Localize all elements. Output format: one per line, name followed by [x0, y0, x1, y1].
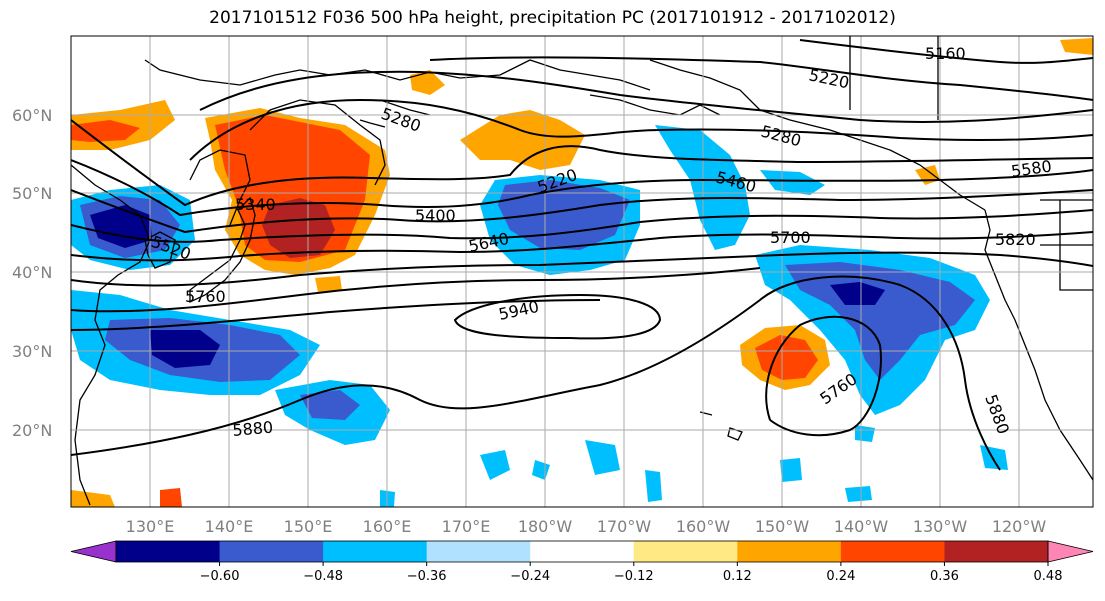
- colorbar-extend-high: [1047, 540, 1094, 563]
- lat-label: 50°N: [12, 184, 52, 203]
- colorbar-swatch: [944, 541, 1049, 562]
- contour-label: 5340: [235, 195, 276, 214]
- lat-label: 60°N: [12, 106, 52, 125]
- precip-shading: [71, 38, 1093, 507]
- height-contours: [71, 39, 1093, 471]
- colorbar-swatch: [737, 541, 842, 562]
- contour-label: 5400: [415, 206, 456, 225]
- colorbar-tick-label: −0.24: [510, 569, 550, 584]
- colorbar: −0.60 −0.48 −0.36 −0.24 −0.12 0.12 0.24 0.36 0.4…: [70, 540, 1094, 584]
- lon-label: 120°W: [992, 517, 1047, 536]
- colorbar-swatch: [633, 541, 738, 562]
- lon-label: 130°W: [913, 517, 968, 536]
- lon-label: 180°W: [518, 517, 573, 536]
- contour-label: 5820: [995, 230, 1036, 249]
- contour-label: 5880: [232, 418, 274, 440]
- colorbar-tick-label: −0.48: [303, 569, 343, 584]
- latitude-labels: 60°N 50°N 40°N 30°N 20°N: [12, 106, 52, 440]
- colorbar-swatch: [530, 541, 635, 562]
- colorbar-swatch: [426, 541, 531, 562]
- colorbar-tick-label: −0.12: [614, 569, 654, 584]
- map-frame: [70, 35, 1094, 508]
- colorbar-tick-label: 0.36: [930, 569, 959, 584]
- lat-label: 20°N: [12, 421, 52, 440]
- lon-label: 140°W: [834, 517, 889, 536]
- lon-label: 130°E: [126, 517, 175, 536]
- graticule: [71, 36, 1093, 507]
- colorbar-extend-low: [70, 540, 117, 563]
- colorbar-tick-label: 0.24: [826, 569, 855, 584]
- colorbar-swatch: [219, 541, 324, 562]
- lon-label: 160°W: [676, 517, 731, 536]
- lon-label: 150°W: [755, 517, 810, 536]
- colorbar-tick-label: 0.48: [1034, 569, 1063, 584]
- lat-label: 40°N: [12, 263, 52, 282]
- longitude-labels: 130°E 140°E 150°E 160°E 170°E 180°W 170°…: [126, 517, 1047, 536]
- lon-label: 170°W: [597, 517, 652, 536]
- lon-label: 160°E: [363, 517, 412, 536]
- contour-label: 5700: [770, 228, 811, 247]
- colorbar-tick-label: −0.60: [200, 569, 240, 584]
- lon-label: 150°E: [284, 517, 333, 536]
- contour-label: 5760: [185, 287, 226, 306]
- colorbar-swatch: [323, 541, 428, 562]
- lon-label: 140°E: [205, 517, 254, 536]
- colorbar-swatch: [840, 541, 945, 562]
- lat-label: 30°N: [12, 342, 52, 361]
- colorbar-tick-label: 0.12: [723, 569, 752, 584]
- colorbar-swatch: [116, 541, 221, 562]
- contour-label: 5160: [925, 44, 966, 63]
- colorbar-outline: [115, 540, 1049, 563]
- map-title: 2017101512 F036 500 hPa height, precipit…: [209, 8, 896, 28]
- lon-label: 170°E: [442, 517, 491, 536]
- colorbar-tick-label: −0.36: [407, 569, 447, 584]
